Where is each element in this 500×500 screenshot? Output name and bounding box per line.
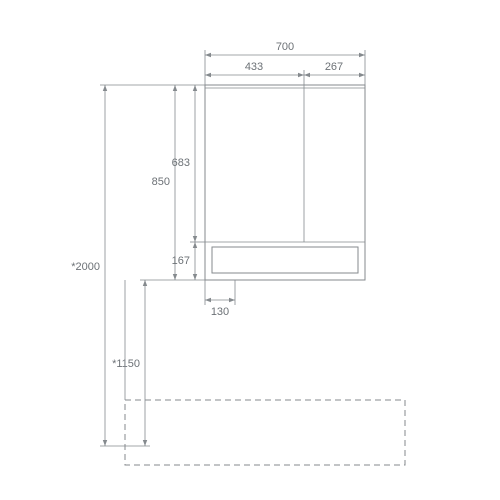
dim-label: *1150 <box>112 358 140 370</box>
dim-label: 433 <box>245 61 263 73</box>
dim-label: 850 <box>152 176 170 188</box>
shelf <box>212 247 358 273</box>
dim-label: 130 <box>211 306 229 318</box>
dim-label: 683 <box>172 157 190 169</box>
technical-drawing: 700 433 267 850 *2000 *1150 683 167 130 <box>0 0 500 500</box>
dim-label: *2000 <box>71 261 100 273</box>
cabinet-outline <box>205 85 365 280</box>
dim-label: 267 <box>325 61 343 73</box>
dim-label: 700 <box>276 41 294 53</box>
footprint-dashed <box>125 400 405 465</box>
dim-label: 167 <box>172 255 190 267</box>
